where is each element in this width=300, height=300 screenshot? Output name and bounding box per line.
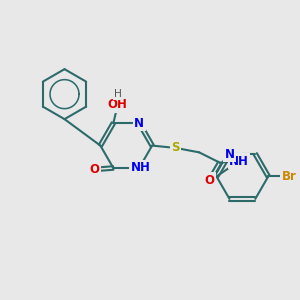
Text: S: S	[171, 141, 180, 154]
Text: OH: OH	[108, 98, 128, 112]
Text: NH: NH	[131, 161, 151, 175]
Text: N: N	[224, 148, 234, 160]
Text: H: H	[114, 89, 122, 99]
Text: Br: Br	[281, 170, 296, 183]
Text: NH: NH	[229, 155, 249, 168]
Text: O: O	[89, 163, 99, 176]
Text: N: N	[134, 117, 144, 130]
Text: O: O	[205, 174, 214, 187]
